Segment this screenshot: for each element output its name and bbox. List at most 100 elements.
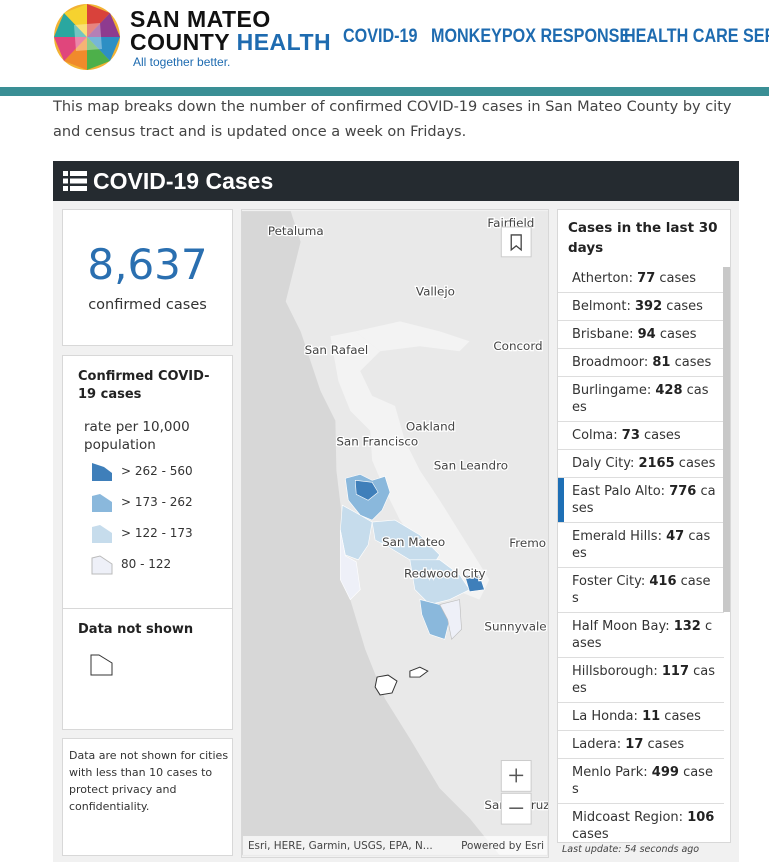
case-count: 776 [669, 484, 697, 499]
intro-text: This map breaks down the number of confi… [53, 99, 732, 140]
case-count: 11 [642, 709, 661, 724]
list-item[interactable]: Half Moon Bay: 132 cases [558, 613, 724, 658]
legend-swatch [92, 494, 112, 512]
legend-swatch [91, 555, 113, 575]
case-unit: cases [659, 327, 697, 342]
city-name: Foster City: [572, 574, 646, 589]
note-panel: Data are not shown for cities with less … [62, 738, 233, 856]
brand: SAN MATEO [130, 6, 271, 32]
nav-link[interactable]: COVID-19 [343, 26, 418, 47]
case-unit: cases [678, 456, 716, 471]
city-name: La Honda: [572, 709, 638, 724]
list-item[interactable]: Burlingame: 428 cases [558, 377, 724, 422]
legend-label: 80 - 122 [121, 557, 172, 571]
map-label: Redwood City [404, 567, 486, 581]
list-item[interactable]: East Palo Alto: 776 cases [558, 478, 724, 523]
legend-shape [92, 525, 112, 543]
case-count: 47 [666, 529, 685, 544]
not-shown-area [409, 666, 429, 678]
nav-link[interactable]: HEALTH CARE SERVIC [624, 26, 769, 47]
case-count: 17 [625, 737, 644, 752]
list-item[interactable]: La Honda: 11 cases [558, 703, 724, 731]
case-count: 132 [673, 619, 701, 634]
last-update: Last update: 54 seconds ago [562, 844, 700, 855]
not-shown-panel: Data not shown [62, 608, 233, 730]
tract [354, 480, 379, 501]
city-name: Daly City: [572, 456, 635, 471]
city-name: Brisbane: [572, 327, 634, 342]
list-item[interactable]: Broadmoor: 81 cases [558, 349, 724, 377]
case-unit: cases [666, 299, 703, 314]
powered-by[interactable]: Powered by Esri [461, 840, 544, 852]
list-item[interactable]: Ladera: 17 cases [558, 731, 724, 759]
not-shown-area [374, 674, 398, 696]
case-unit: cases [572, 574, 711, 606]
zoom-in[interactable] [500, 760, 532, 792]
city-name: Burlingame: [572, 383, 652, 398]
ocean [242, 211, 500, 855]
header-bar [0, 87, 769, 96]
map-label: Petaluma [268, 224, 324, 238]
map-label: San Francisco [336, 435, 418, 449]
case-count: 428 [655, 383, 683, 398]
bookmark-button[interactable] [500, 226, 532, 258]
case-unit: cases [572, 765, 713, 797]
list-item[interactable]: Colma: 73 cases [558, 422, 724, 450]
case-unit: cases [647, 737, 685, 752]
total-panel: 8,637 confirmed cases [62, 209, 233, 346]
brand-word: COUNTY [130, 29, 230, 55]
list-item[interactable]: Foster City: 416 cases [558, 568, 724, 613]
case-count: 416 [649, 574, 677, 589]
list-item[interactable]: Emerald Hills: 47 cases [558, 523, 724, 568]
legend-swatch [92, 525, 112, 543]
tract [409, 559, 470, 605]
case-unit: cases [572, 529, 711, 561]
list-item[interactable]: Daly City: 2165 cases [558, 450, 724, 478]
map-label: San Mateo [382, 535, 445, 549]
case-unit: cases [644, 428, 681, 443]
city-name: Broadmoor: [572, 355, 649, 370]
map-label: Fairfield [487, 216, 534, 230]
list-icon [63, 171, 87, 191]
logo[interactable] [52, 3, 122, 73]
map-label: Fremo [509, 536, 546, 550]
map[interactable]: Petaluma Fairfield Vallejo San Rafael Concor… [241, 209, 549, 858]
tract [464, 574, 485, 592]
brand: COUNTY HEALTH [130, 31, 331, 54]
map-labels: Petaluma Fairfield Vallejo San Rafael Concor… [267, 215, 548, 814]
legend-items: > 262 - 560 > 173 - 262 > 122 - 173 80 - 12… [63, 461, 233, 601]
case-unit: cases [659, 271, 697, 286]
legend-panel: Confirmed COVID-19 cases rate per 10,000… [62, 355, 233, 609]
list-item[interactable]: Belmont: 392 cases [558, 293, 724, 321]
nav-link[interactable]: MONKEYPOX RESPONSE [431, 26, 631, 47]
city-name: East Palo Alto: [572, 484, 666, 499]
not-shown-title: Data not shown [78, 622, 194, 637]
list-item[interactable]: Hillsborough: 117 cases [558, 658, 724, 703]
legend-shape [92, 463, 112, 481]
case-count: 392 [635, 299, 663, 314]
total-label: confirmed cases [88, 297, 207, 313]
case-unit: cases [674, 355, 712, 370]
list-item[interactable]: Brisbane: 94 cases [558, 321, 724, 349]
not-shown-swatch [90, 654, 113, 676]
bay [355, 321, 470, 352]
legend-shape [91, 555, 113, 575]
tract [340, 529, 361, 601]
list-item[interactable]: Atherton: 77 cases [558, 265, 724, 293]
list-item[interactable]: Midcoast Region: 106 cases [558, 804, 724, 842]
map-label: San Leandro [434, 458, 508, 472]
legend-label: > 262 - 560 [121, 464, 193, 478]
tagline: All together better. [133, 55, 231, 69]
zoom-out[interactable] [500, 792, 532, 825]
city-name: Half Moon Bay: [572, 619, 670, 634]
map-label: San Rafael [305, 343, 369, 357]
city-name: Midcoast Region: [572, 810, 684, 825]
case-unit: cases [572, 664, 716, 696]
attribution-bar [242, 836, 548, 855]
legend-swatch [92, 463, 112, 481]
case-count: 94 [637, 327, 656, 342]
dashboard-title: COVID-19 Cases [93, 168, 274, 194]
list-item[interactable]: Menlo Park: 499 cases [558, 759, 724, 804]
case-unit: cases [572, 827, 609, 842]
note: Data are not shown for cities with less … [69, 749, 229, 813]
